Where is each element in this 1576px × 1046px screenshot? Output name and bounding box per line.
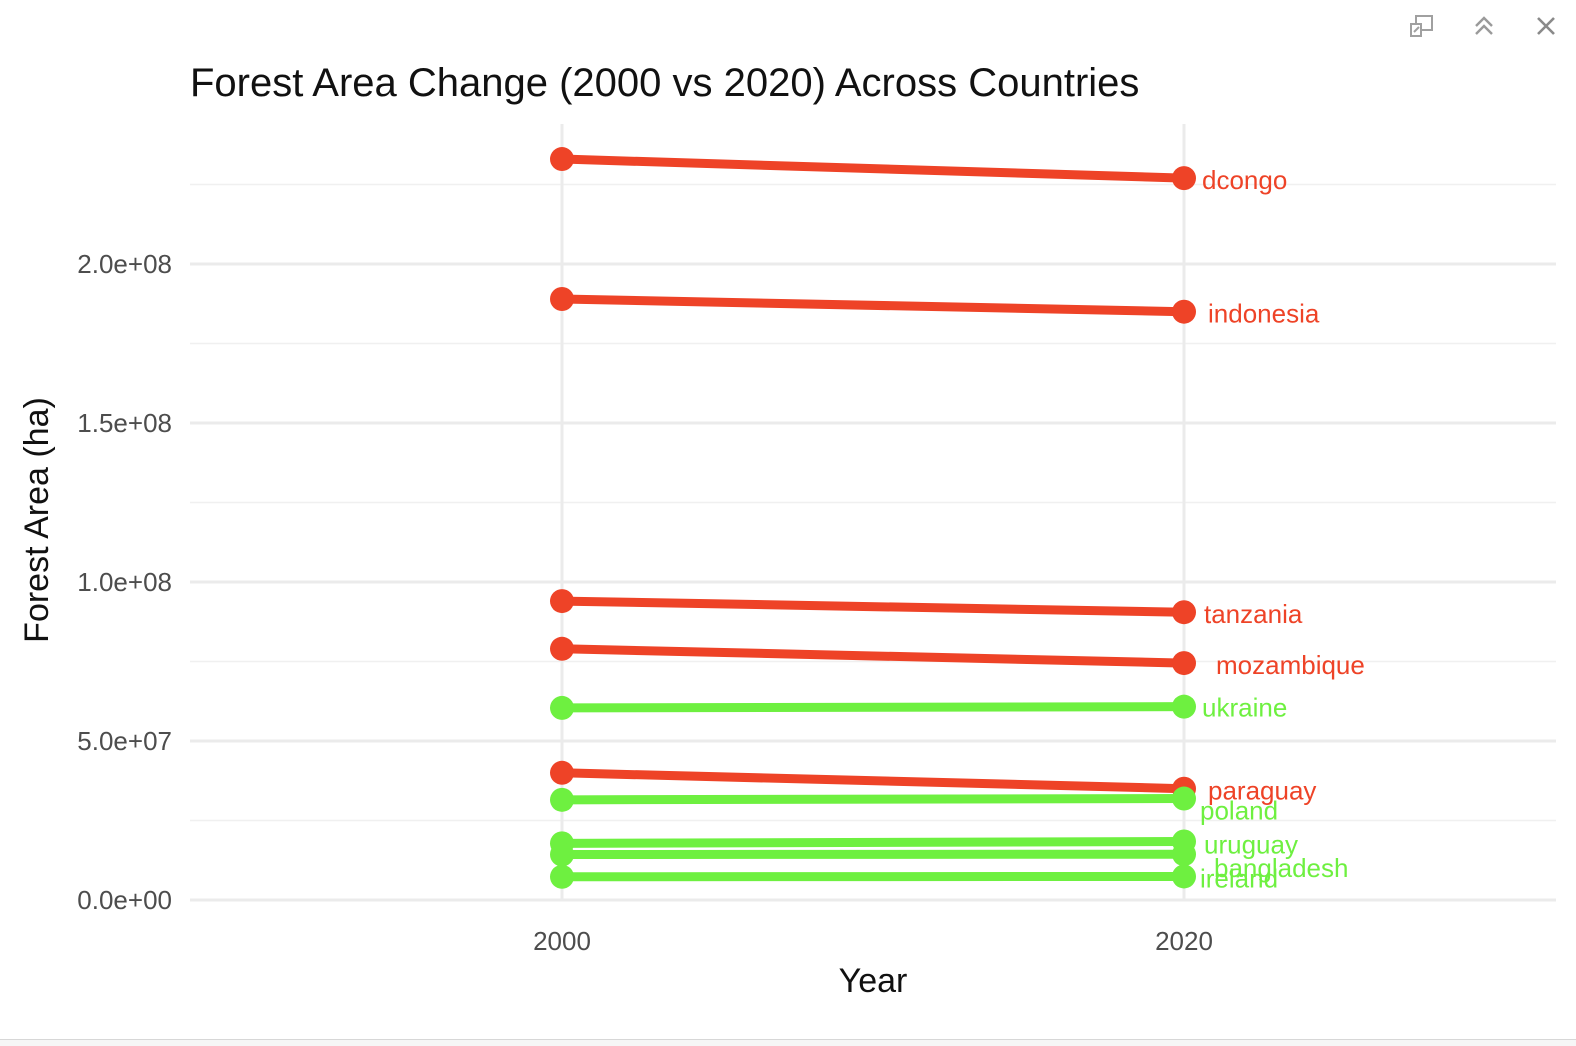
close-icon	[1537, 17, 1555, 35]
series-line	[557, 644, 1189, 668]
x-axis-title: Year	[839, 962, 908, 1000]
data-point	[550, 286, 574, 311]
y-tick-label: 5.0e+07	[77, 726, 172, 756]
end-labels: dcongo indonesia tanzania mozambique ukraine…	[1200, 165, 1365, 893]
series-line	[557, 768, 1189, 794]
series-label: dcongo	[1202, 165, 1287, 195]
series-dcongo	[550, 147, 1196, 191]
series-line	[557, 794, 1189, 805]
series-ireland	[550, 864, 1196, 889]
data-point	[1172, 600, 1196, 625]
data-point	[550, 787, 574, 812]
series-label: mozambique	[1216, 650, 1365, 680]
data-point	[1172, 842, 1196, 867]
data-point	[550, 147, 574, 172]
y-tick-label: 1.0e+08	[77, 567, 172, 597]
series-layer	[550, 147, 1196, 889]
series-label: indonesia	[1208, 299, 1320, 329]
grid	[190, 124, 1556, 902]
y-tick-label: 2.0e+08	[77, 249, 172, 279]
series-label: bangladesh	[1214, 853, 1348, 883]
series-label: tanzania	[1204, 599, 1303, 629]
series-mozambique	[550, 636, 1196, 676]
series-line	[557, 596, 1189, 617]
data-point	[1172, 166, 1196, 191]
x-tick-label: 2020	[1155, 926, 1213, 956]
data-point	[550, 760, 574, 785]
series-label: ireland	[1200, 863, 1278, 893]
data-point	[1172, 786, 1196, 811]
data-point	[1172, 864, 1196, 889]
series-bangladesh	[550, 842, 1196, 867]
series-indonesia	[550, 286, 1196, 324]
data-point	[550, 695, 574, 720]
data-point	[550, 864, 574, 889]
data-point	[550, 636, 574, 661]
series-line	[557, 702, 1189, 713]
y-axis-ticks: 0.0e+00 5.0e+07 1.0e+08 1.5e+08 2.0e+08	[77, 249, 172, 915]
series-label: uruguay	[1204, 829, 1298, 859]
series-label: paraguay	[1208, 776, 1316, 806]
series-tanzania	[550, 589, 1196, 625]
series-label: poland	[1200, 796, 1278, 826]
data-point	[550, 589, 574, 614]
data-point	[1172, 651, 1196, 676]
y-tick-label: 1.5e+08	[77, 408, 172, 438]
series-line	[557, 154, 1189, 183]
chart-title: Forest Area Change (2000 vs 2020) Across…	[190, 61, 1139, 105]
plot-toolbar	[1402, 8, 1566, 44]
panel-border	[0, 1039, 1576, 1046]
export-button[interactable]	[1402, 8, 1442, 44]
series-line	[557, 294, 1189, 317]
data-point	[550, 842, 574, 867]
close-button[interactable]	[1526, 8, 1566, 44]
series-line	[557, 836, 1189, 848]
x-axis-ticks: 2000 2020	[533, 926, 1213, 956]
series-label: ukraine	[1202, 693, 1287, 723]
x-tick-label: 2000	[533, 926, 591, 956]
y-tick-label: 0.0e+00	[77, 885, 172, 915]
collapse-button[interactable]	[1464, 8, 1504, 44]
data-point	[1172, 694, 1196, 719]
collapse-icon	[1475, 16, 1493, 35]
data-point	[1172, 299, 1196, 324]
export-icon	[1410, 15, 1433, 37]
series-poland	[550, 786, 1196, 812]
series-ukraine	[550, 694, 1196, 720]
y-axis-title: Forest Area (ha)	[18, 397, 56, 643]
